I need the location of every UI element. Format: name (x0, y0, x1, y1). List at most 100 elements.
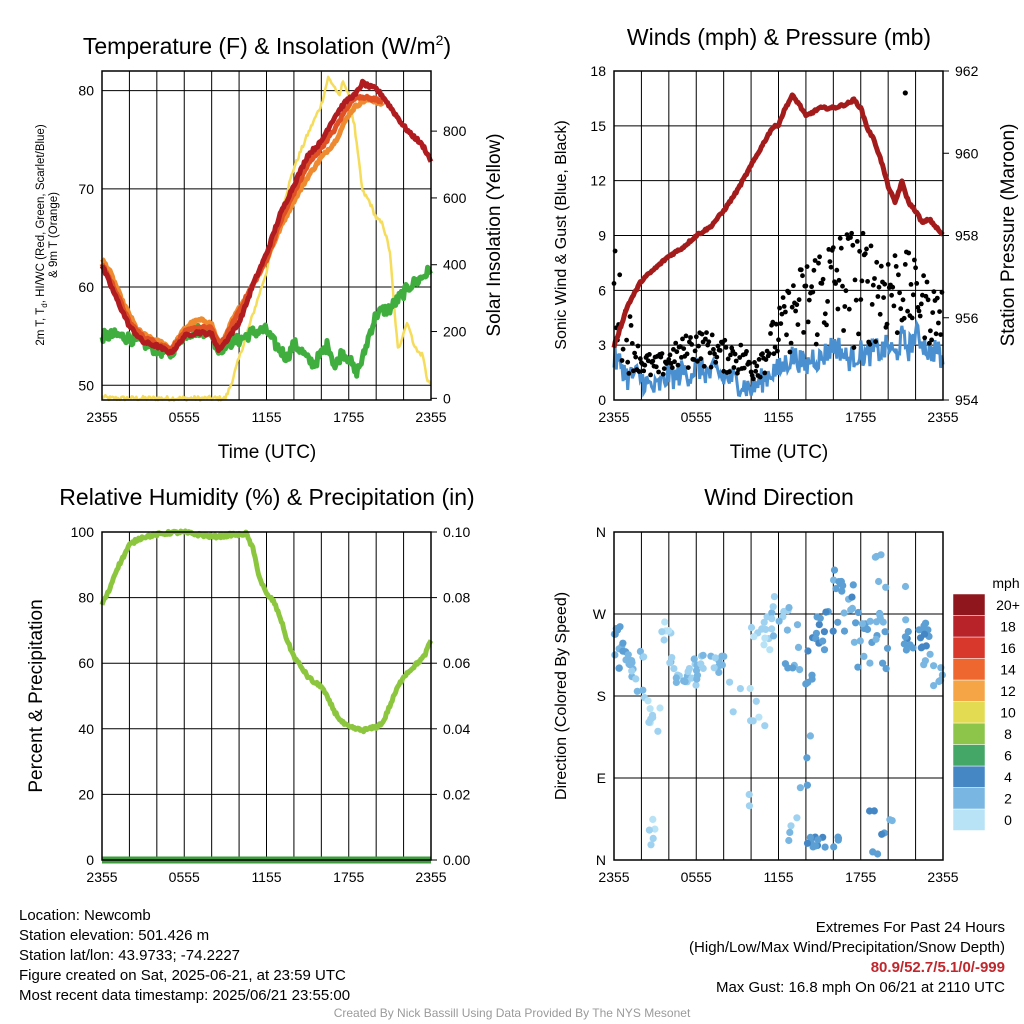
wind-direction-point (768, 609, 776, 617)
right-tick-label: 956 (955, 310, 979, 326)
colorbar-label: 8 (1004, 726, 1012, 742)
wind-direction-point (926, 650, 934, 658)
wind-direction-point (715, 668, 723, 677)
wind-direction-point (633, 687, 641, 695)
gust-point (628, 323, 634, 328)
wind-direction-panel: Wind Direction 2355 0555 1155 1755 2355NESWN… (553, 484, 1020, 885)
gust-point (626, 371, 632, 376)
wind-direction-point (644, 697, 652, 705)
temperature-series-line (100, 75, 432, 402)
right-tick-label: 0.06 (443, 655, 470, 671)
wind-direction-point (760, 618, 768, 626)
wind-direction-point (882, 665, 890, 673)
temperature-plot-area: 2355 0555 1155 1755 235550607080020040060080… (78, 70, 467, 425)
wind-direction-point (852, 619, 860, 627)
gust-point (780, 295, 786, 300)
gust-point (754, 363, 760, 369)
wind-direction-point (930, 662, 938, 670)
gust-point (878, 263, 884, 269)
gust-point (833, 281, 838, 286)
gust-point (805, 319, 811, 325)
station-elevation: Station elevation: 501.426 m (19, 927, 210, 944)
y-tick-label: 50 (78, 377, 94, 393)
wind-direction-point (768, 625, 776, 633)
wind-direction-point (821, 843, 829, 851)
wind-direction-point (718, 661, 727, 669)
wind-speed-colorbar: 0 2 4 6 8 10 12 14 16 18 20+ (952, 593, 1020, 831)
gust-point (824, 322, 829, 328)
wind-direction-point (794, 643, 803, 652)
gust-point (751, 376, 756, 382)
wind-direction-point (813, 613, 821, 621)
wind-direction-point (766, 646, 774, 654)
wind-direction-point (901, 582, 910, 591)
x-tick-label: 1155 (763, 409, 793, 425)
y-tick-label: 15 (590, 118, 606, 134)
gust-point (747, 360, 753, 366)
wind-direction-point (784, 664, 792, 672)
wind-direction-point (849, 581, 857, 589)
gust-point (756, 357, 762, 362)
y-tick-label: 80 (78, 83, 94, 99)
right-tick-label: 800 (443, 123, 467, 139)
gust-point (783, 309, 788, 315)
gust-point (772, 344, 778, 350)
colorbar-swatch (952, 722, 986, 745)
gust-point (910, 292, 916, 298)
gust-point (925, 297, 931, 303)
gust-point (714, 354, 720, 360)
gust-point (685, 365, 691, 370)
gust-point (667, 352, 673, 358)
wind-direction-point (619, 639, 627, 647)
gust-point (784, 332, 789, 338)
colorbar-label: 4 (1004, 769, 1012, 785)
x-tick-label: 2355 (86, 869, 117, 885)
colorbar-swatch (952, 701, 986, 724)
gust-point (699, 331, 705, 337)
wind-direction-point (878, 830, 886, 838)
y-tick-label: 9 (598, 228, 606, 244)
gust-point (837, 235, 843, 241)
gust-point (707, 350, 713, 356)
gust-point (841, 328, 846, 333)
gust-point (706, 339, 712, 345)
y-tick-label: 12 (590, 173, 606, 189)
gust-point (926, 340, 932, 346)
gust-point (674, 349, 680, 355)
wind-direction-point (699, 651, 707, 659)
right-tick-label: 960 (955, 145, 979, 161)
right-tick-label: 0.00 (443, 852, 470, 868)
gust-point (819, 281, 825, 286)
station-latlon: Station lat/lon: 43.9733; -74.2227 (19, 947, 241, 964)
wind-direction-point (645, 826, 654, 834)
gust-point (890, 284, 896, 290)
right-tick-label: 600 (443, 190, 467, 206)
wind-direction-point (649, 834, 657, 843)
gust-point (874, 259, 880, 265)
gust-point (828, 264, 834, 270)
gust-point (912, 257, 917, 263)
gust-point (902, 262, 908, 267)
y-tick-label: 0 (86, 852, 94, 868)
plot-border (101, 70, 432, 401)
winds-plot-area: 2355 0555 1155 1755 235503691215189549569589… (590, 63, 978, 425)
plot-border (101, 531, 432, 861)
gust-point (822, 311, 828, 317)
wind-direction-point (747, 623, 756, 632)
wind-direction-point (872, 552, 881, 561)
wind-direction-point (755, 713, 763, 721)
gust-point (625, 359, 631, 365)
colorbar-label: 16 (1000, 640, 1016, 656)
colorbar-label: 12 (1000, 683, 1016, 699)
gust-point (846, 306, 852, 312)
gust-point (767, 351, 772, 357)
wind-direction-point (804, 647, 812, 655)
wind-direction-point (640, 653, 648, 661)
gust-point (813, 341, 819, 347)
gust-point (647, 352, 652, 357)
wind-direction-point (793, 621, 802, 629)
y-tick-label: W (593, 606, 607, 622)
gust-point (834, 267, 840, 273)
gust-point (876, 284, 882, 290)
gust-point (937, 309, 942, 314)
